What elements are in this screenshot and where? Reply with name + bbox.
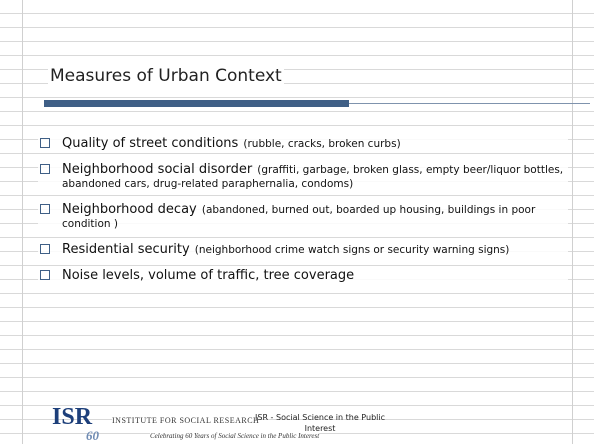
logo-text: ISR bbox=[52, 404, 93, 430]
slide-title: Measures of Urban Context bbox=[48, 66, 284, 86]
item-main: Neighborhood social disorder bbox=[62, 162, 253, 177]
bullet-item: Neighborhood decay (abandoned, burned ou… bbox=[38, 202, 568, 230]
title-rule bbox=[349, 103, 590, 104]
bullet-item: Residential security (neighborhood crime… bbox=[38, 242, 568, 256]
logo: ISR 60 bbox=[38, 404, 108, 444]
bullet-list: Quality of street conditions (rubble, cr… bbox=[38, 136, 568, 294]
footer-caption: ISR - Social Science in the Public Inter… bbox=[255, 413, 385, 433]
item-detail: (neighborhood crime watch signs or secur… bbox=[194, 244, 510, 256]
frame-line bbox=[22, 0, 23, 444]
bullet-item: Quality of street conditions (rubble, cr… bbox=[38, 136, 568, 150]
item-detail: (abandoned, burned out, boarded up housi… bbox=[62, 204, 536, 230]
frame-line bbox=[572, 0, 573, 444]
item-detail: (rubble, cracks, broken curbs) bbox=[243, 138, 401, 150]
bullet-item: Noise levels, volume of traffic, tree co… bbox=[38, 268, 568, 282]
item-main: Residential security bbox=[62, 242, 190, 257]
institute-name: INSTITUTE FOR SOCIAL RESEARCH bbox=[112, 416, 260, 425]
item-main: Quality of street conditions bbox=[62, 136, 239, 151]
tagline: Celebrating 60 Years of Social Science i… bbox=[150, 432, 320, 440]
item-main: Noise levels, volume of traffic, tree co… bbox=[62, 268, 355, 283]
item-main: Neighborhood decay bbox=[62, 202, 197, 217]
title-bar bbox=[44, 100, 349, 107]
bullet-item: Neighborhood social disorder (graffiti, … bbox=[38, 162, 568, 190]
item-detail: (graffiti, garbage, broken glass, empty … bbox=[62, 164, 564, 190]
logo-years: 60 bbox=[86, 428, 99, 443]
